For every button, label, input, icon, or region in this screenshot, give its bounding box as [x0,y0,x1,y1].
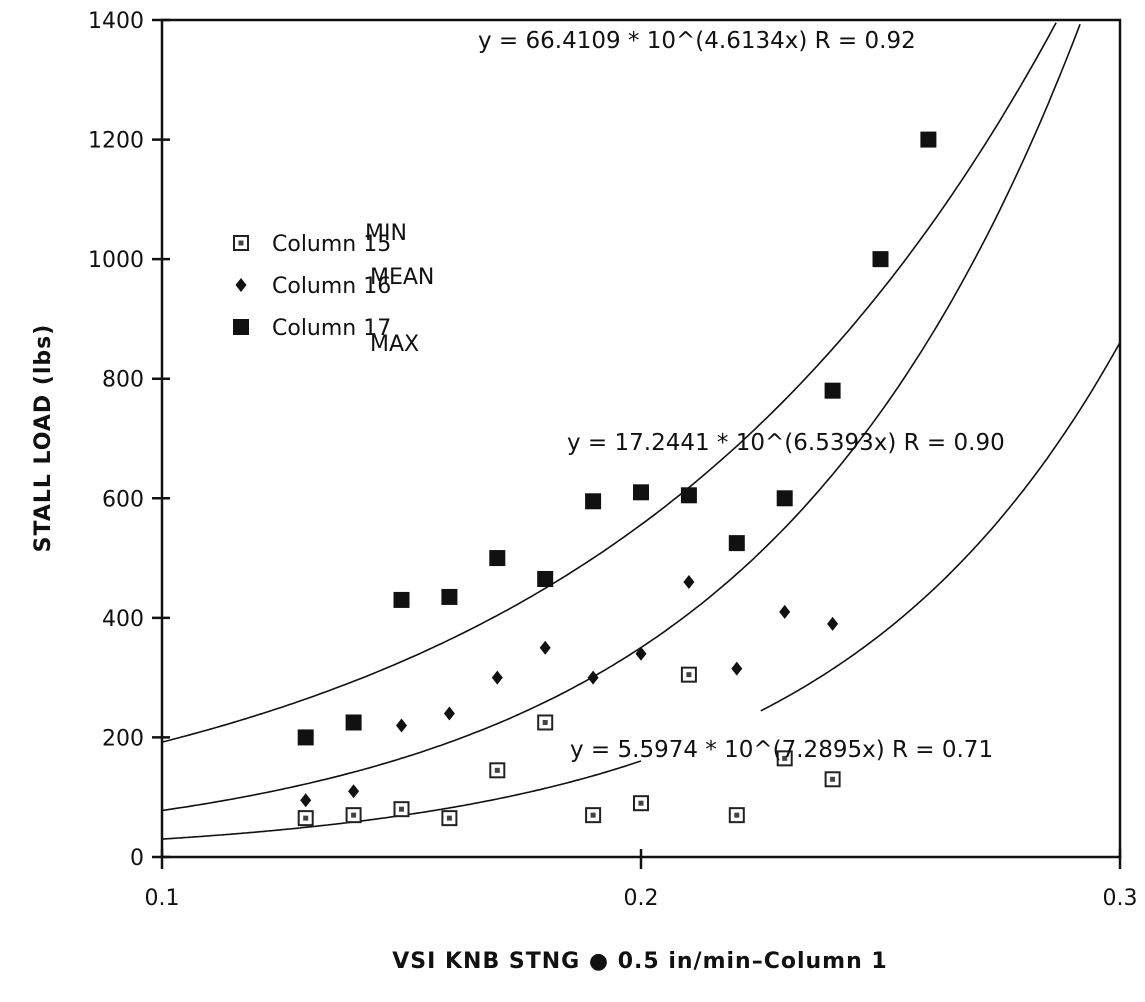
point-mean [731,661,743,676]
point-mean [491,670,503,685]
y-tick-label: 400 [102,607,144,632]
point-max [297,729,314,746]
y-axis-title: STALL LOAD (lbs) [31,324,56,553]
fit-equation-min: y = 5.5974 * 10^(7.2895x) R = 0.71 [570,737,993,763]
point-min [633,795,649,812]
point-min [393,801,410,818]
point-max [633,484,649,501]
point-mean [300,793,312,808]
x-tick-label: 0.1 [145,886,180,911]
point-max [345,714,362,731]
x-axis: 0.1 0.2 0.3 [145,849,1138,911]
point-max [537,570,554,587]
legend-marker-mean [235,278,247,292]
fit-curve-0 [161,22,1057,743]
point-min [776,750,793,767]
point-mean [539,640,551,655]
point-min [824,771,841,788]
point-min [537,714,554,731]
point-mean [779,604,791,619]
legend-marker-max [233,319,249,335]
point-min [728,807,745,824]
point-min [489,762,506,779]
point-max [920,131,937,148]
legend-tag: MAX [370,332,419,357]
point-mean [635,646,647,661]
legend-tag: MIN [365,221,407,246]
y-tick-label: 600 [102,487,144,512]
fit-curve-1 [161,23,1081,812]
point-max [680,487,697,504]
legend-label: Column 15 [272,232,391,257]
point-mean [827,616,839,631]
point-min [441,810,458,827]
fit-curve-2 [161,760,642,840]
point-max [728,535,745,552]
y-tick-label: 800 [102,368,144,393]
point-mean [683,574,695,589]
y-axis: 0 200 400 600 800 1000 1200 1400 [88,9,170,871]
point-max [393,591,410,608]
point-min [345,807,362,824]
data-points [297,131,937,827]
point-mean [587,670,599,685]
x-tick-label: 0.2 [624,886,659,911]
point-mean [443,706,455,721]
y-tick-label: 0 [130,846,144,871]
point-min [680,666,697,683]
x-axis-title: VSI KNB STNG ● 0.5 in/min–Column 1 [392,949,887,974]
y-tick-label: 1400 [88,9,144,34]
legend-marker-min [233,235,249,251]
x-tick-label: 0.3 [1103,886,1138,911]
point-max [872,251,889,268]
y-tick-label: 1000 [88,248,144,273]
fit-equation-mean: y = 17.2441 * 10^(6.5393x) R = 0.90 [567,430,1005,456]
point-min [585,807,602,824]
point-max [585,493,602,510]
point-max [441,588,458,605]
point-mean [396,718,407,733]
legend-tag: MEAN [370,265,434,290]
legend-label: Column 17 [272,316,391,341]
point-min [297,810,314,827]
point-max [489,550,506,567]
y-tick-label: 200 [102,726,144,751]
point-mean [348,784,360,799]
point-max [824,382,841,399]
y-tick-label: 1200 [88,129,144,154]
fit-equation-max: y = 66.4109 * 10^(4.6134x) R = 0.92 [478,28,916,54]
legend-label: Column 16 [272,274,391,299]
fit-curve-3 [760,342,1121,712]
point-max [776,490,793,507]
